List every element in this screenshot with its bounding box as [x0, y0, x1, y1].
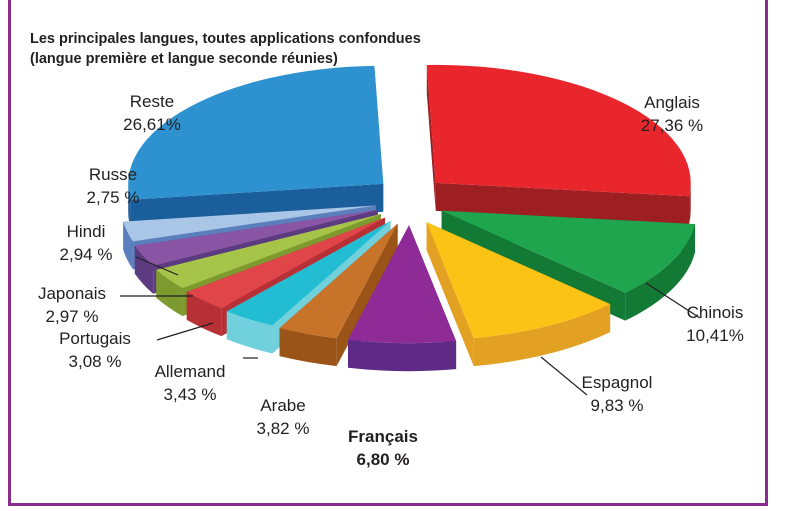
- slice-francais: [348, 225, 457, 372]
- slice-labels: Anglais 27,36 % Chinois 10,41% Espagnol 9,83 …: [38, 92, 744, 469]
- slice-top-russe: [123, 205, 376, 242]
- slice-top-chinois: [441, 210, 696, 293]
- slice-rim-allemand: [226, 311, 273, 354]
- label-value-chinois: 10,41%: [686, 326, 744, 345]
- slice-rim-espagnol: [473, 304, 611, 367]
- slice-top-anglais: [426, 64, 691, 197]
- slice-top-hindi: [134, 209, 378, 266]
- slice-rim-russe: [123, 221, 133, 270]
- pie-slices: [123, 64, 696, 372]
- slice-top-espagnol: [426, 222, 611, 339]
- label-value-espagnol: 9,83 %: [591, 396, 644, 415]
- label-name-arabe: Arabe: [260, 396, 305, 415]
- leader-chinois: [645, 282, 701, 319]
- label-name-russe: Russe: [89, 165, 137, 184]
- slice-top-japonais: [156, 213, 381, 289]
- slice-top-arabe: [279, 223, 398, 339]
- leader-lines: [120, 256, 701, 396]
- slice-side-anglais: [426, 64, 436, 211]
- label-name-francais: Français: [348, 427, 418, 446]
- label-name-allemand: Allemand: [155, 362, 226, 381]
- slice-side-hindi: [134, 209, 378, 274]
- slice-espagnol: [426, 222, 611, 367]
- slice-rim-francais: [348, 339, 457, 372]
- chart-frame: [8, 0, 768, 506]
- slice-arabe: [279, 223, 398, 367]
- slice-top-portugais: [186, 217, 386, 309]
- slice-rim-anglais: [689, 182, 691, 225]
- chart-title: Les principales langues, toutes applicat…: [30, 31, 421, 47]
- label-value-anglais: 27,36 %: [641, 116, 703, 135]
- slice-top-francais: [348, 225, 457, 344]
- leader-portugais: [156, 322, 214, 341]
- slice-top-reste: [128, 65, 384, 200]
- label-value-russe: 2,75 %: [87, 188, 140, 207]
- label-value-japonais: 2,97 %: [46, 307, 99, 326]
- label-name-reste: Reste: [130, 92, 174, 111]
- label-name-espagnol: Espagnol: [582, 373, 653, 392]
- slice-rim-hindi: [134, 245, 154, 294]
- label-value-portugais: 3,08 %: [69, 352, 122, 371]
- slice-top-allemand: [226, 220, 391, 326]
- label-name-anglais: Anglais: [644, 93, 700, 112]
- slice-reste: [128, 65, 384, 228]
- slice-rim-arabe: [279, 328, 337, 367]
- label-value-arabe: 3,82 %: [257, 419, 310, 438]
- label-value-hindi: 2,94 %: [60, 245, 113, 264]
- leader-espagnol: [540, 356, 588, 396]
- slice-rim-chinois: [625, 224, 696, 321]
- label-value-reste: 26,61%: [123, 115, 181, 134]
- slice-side-espagnol: [426, 222, 474, 367]
- label-name-portugais: Portugais: [59, 329, 131, 348]
- label-value-allemand: 3,43 %: [164, 385, 217, 404]
- chart-subtitle: (langue première et langue seconde réuni…: [30, 51, 338, 67]
- slice-rim-japonais: [156, 269, 183, 317]
- slice-rim-reste: [128, 183, 131, 228]
- slice-side-reste: [130, 183, 384, 228]
- leader-hindi: [135, 256, 179, 276]
- label-name-hindi: Hindi: [67, 222, 106, 241]
- label-name-japonais: Japonais: [38, 284, 106, 303]
- label-value-francais: 6,80 %: [357, 450, 410, 469]
- slice-anglais: [426, 64, 691, 225]
- label-name-chinois: Chinois: [687, 303, 744, 322]
- slice-rim-portugais: [186, 291, 222, 337]
